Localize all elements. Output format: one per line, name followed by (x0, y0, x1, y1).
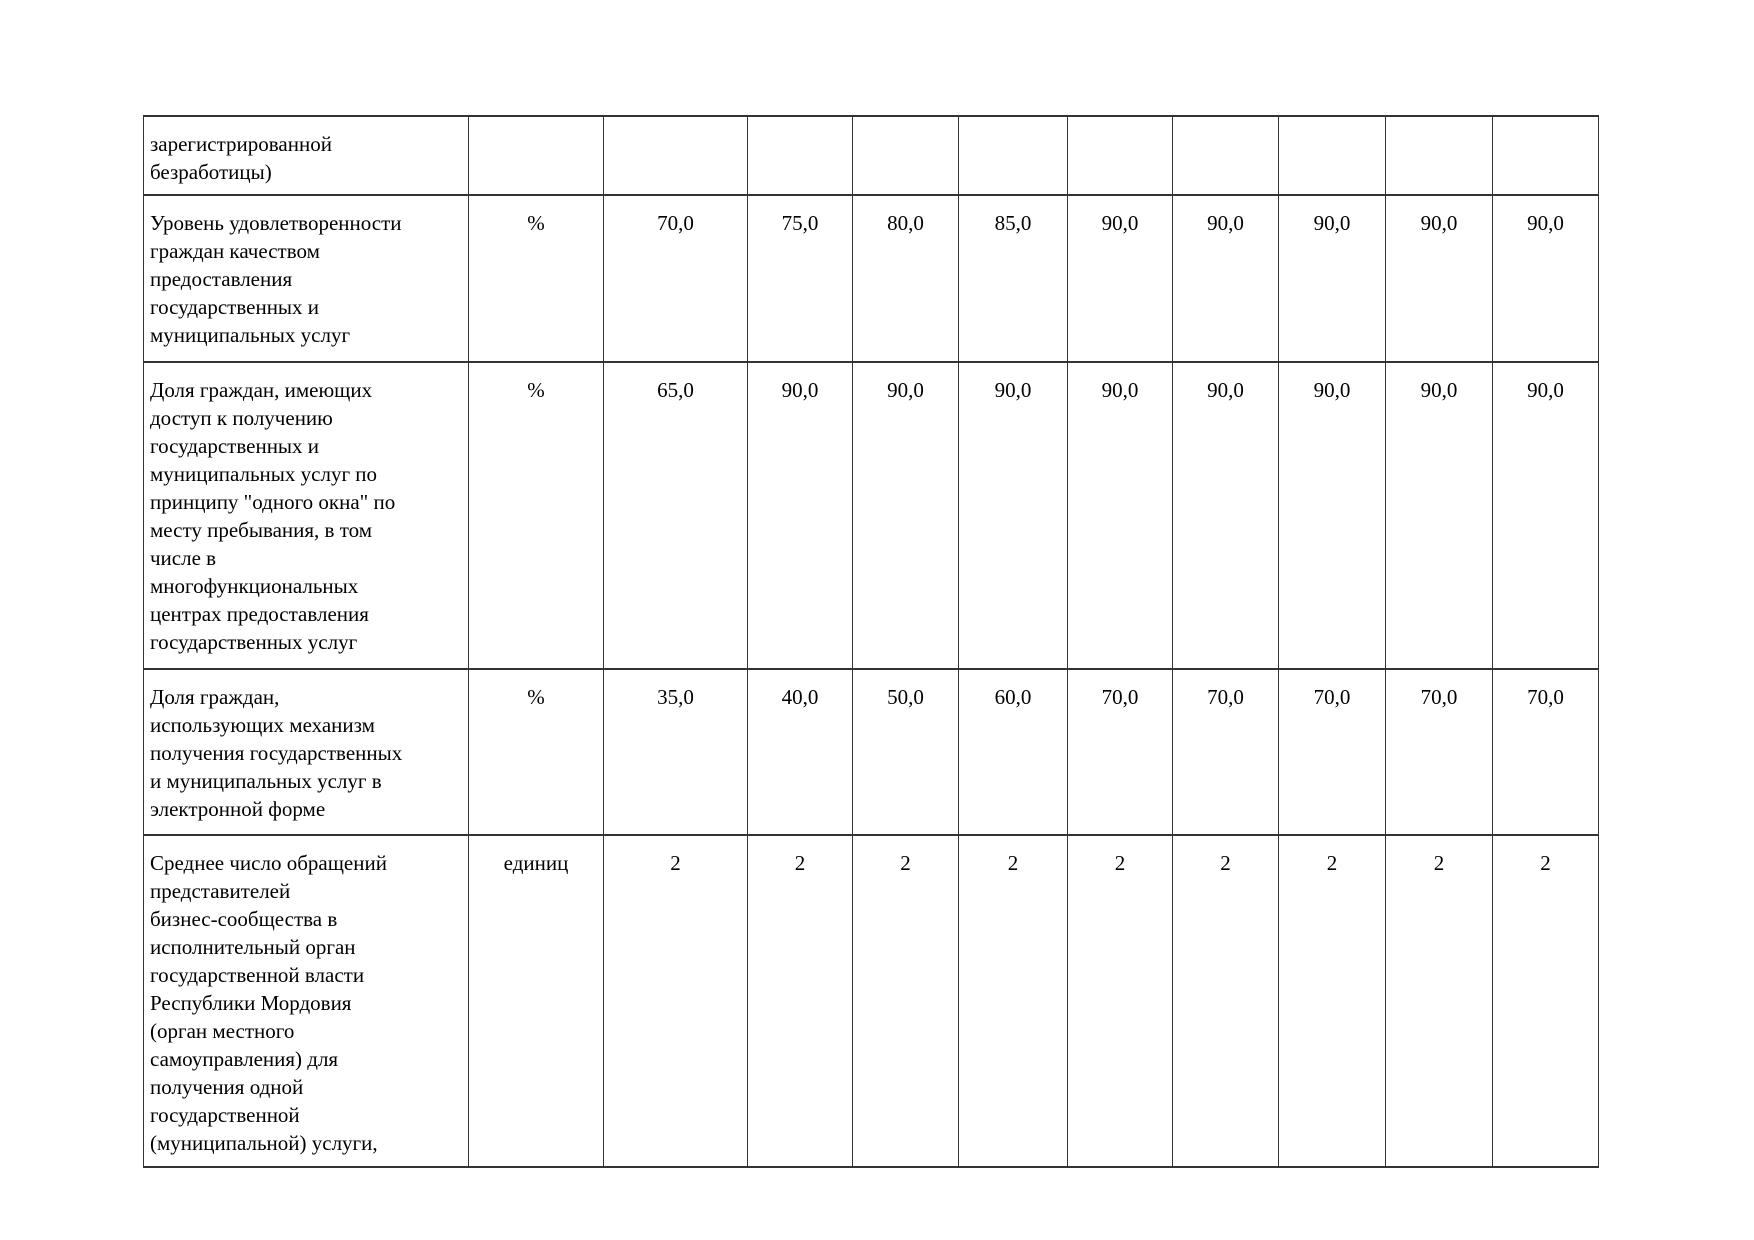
value-cell: 70,0 (1172, 668, 1279, 836)
value-cell: 2 (1278, 834, 1386, 1168)
value-cell: 85,0 (958, 194, 1068, 363)
value-cell: 2 (1492, 834, 1599, 1168)
unit-cell: % (468, 194, 604, 363)
value-cell: 90,0 (1492, 194, 1599, 363)
indicator-cell: Доля граждан, имеющих доступ к получению… (143, 361, 469, 670)
table-row: Доля граждан, имеющих доступ к получению… (143, 361, 1599, 670)
value-cell: 50,0 (852, 668, 959, 836)
value-cell (747, 115, 853, 196)
value-cell: 90,0 (1067, 194, 1173, 363)
value-cell (1172, 115, 1279, 196)
table-row: Доля граждан, использующих механизм полу… (143, 668, 1599, 836)
unit-cell: единиц (468, 834, 604, 1168)
indicators-table: зарегистрированной безработицы) Уровень … (143, 115, 1599, 1168)
indicator-cell: Доля граждан, использующих механизм полу… (143, 668, 469, 836)
table-row: Среднее число обращений представителей б… (143, 834, 1599, 1168)
value-cell: 90,0 (1492, 361, 1599, 670)
value-cell: 40,0 (747, 668, 853, 836)
unit-cell: % (468, 668, 604, 836)
value-cell: 70,0 (1492, 668, 1599, 836)
value-cell: 2 (852, 834, 959, 1168)
value-cell: 70,0 (1067, 668, 1173, 836)
value-cell: 2 (958, 834, 1068, 1168)
value-cell: 80,0 (852, 194, 959, 363)
value-cell: 2 (1385, 834, 1493, 1168)
value-cell: 35,0 (603, 668, 748, 836)
indicator-cell: зарегистрированной безработицы) (143, 115, 469, 196)
value-cell: 90,0 (1278, 361, 1386, 670)
value-cell: 90,0 (1172, 194, 1279, 363)
value-cell (1278, 115, 1386, 196)
indicator-cell: Среднее число обращений представителей б… (143, 834, 469, 1168)
value-cell: 2 (1172, 834, 1279, 1168)
value-cell (1492, 115, 1599, 196)
unit-cell: % (468, 361, 604, 670)
value-cell (958, 115, 1068, 196)
value-cell: 90,0 (1172, 361, 1279, 670)
value-cell (852, 115, 959, 196)
value-cell: 90,0 (958, 361, 1068, 670)
table-row: Уровень удовлетворенности граждан качест… (143, 194, 1599, 363)
value-cell: 75,0 (747, 194, 853, 363)
value-cell: 90,0 (1385, 194, 1493, 363)
value-cell: 70,0 (1278, 668, 1386, 836)
value-cell: 90,0 (1278, 194, 1386, 363)
value-cell: 2 (603, 834, 748, 1168)
value-cell (603, 115, 748, 196)
value-cell (1385, 115, 1493, 196)
value-cell: 2 (747, 834, 853, 1168)
value-cell: 90,0 (1067, 361, 1173, 670)
value-cell: 2 (1067, 834, 1173, 1168)
value-cell: 90,0 (1385, 361, 1493, 670)
value-cell: 90,0 (747, 361, 853, 670)
indicator-cell: Уровень удовлетворенности граждан качест… (143, 194, 469, 363)
value-cell: 90,0 (852, 361, 959, 670)
value-cell: 70,0 (603, 194, 748, 363)
value-cell (1067, 115, 1173, 196)
unit-cell (468, 115, 604, 196)
table-row: зарегистрированной безработицы) (143, 115, 1599, 196)
value-cell: 65,0 (603, 361, 748, 670)
value-cell: 70,0 (1385, 668, 1493, 836)
value-cell: 60,0 (958, 668, 1068, 836)
